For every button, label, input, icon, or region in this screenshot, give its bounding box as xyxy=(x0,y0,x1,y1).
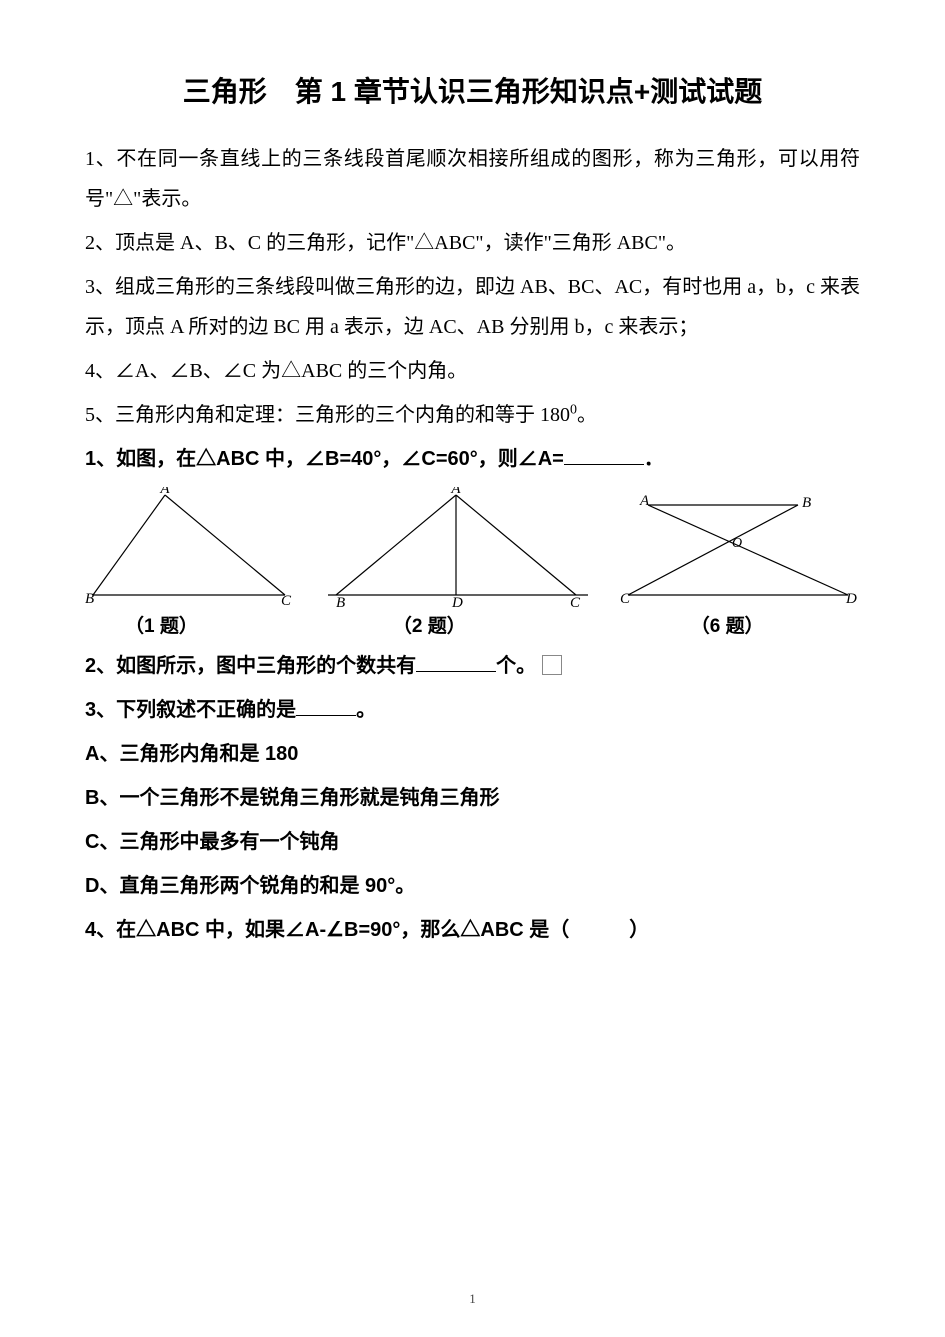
caption-6: （6 题） xyxy=(691,611,764,638)
svg-text:C: C xyxy=(620,591,631,607)
svg-text:O: O xyxy=(732,536,742,551)
question-2-suffix: 个。 xyxy=(496,655,536,677)
question-3-suffix: 。 xyxy=(356,699,376,721)
figure-6-crossed: A B C D O xyxy=(620,495,860,607)
knowledge-5-prefix: 5、三角形内角和定理：三角形的三个内角的和等于 180 xyxy=(85,404,570,426)
caption-2: （2 题） xyxy=(393,611,466,638)
svg-text:C: C xyxy=(281,593,292,607)
knowledge-3: 3、组成三角形的三条线段叫做三角形的边，即边 AB、BC、AC，有时也用 a，b… xyxy=(85,267,860,347)
knowledge-5-suffix: 。 xyxy=(577,404,597,426)
figure-captions: （1 题） （2 题） （6 题） xyxy=(85,611,860,638)
question-1-suffix: ． xyxy=(644,448,664,470)
blank-q1 xyxy=(564,445,644,465)
question-3: 3、下列叙述不正确的是 。 xyxy=(85,690,860,730)
knowledge-2: 2、顶点是 A、B、C 的三角形，记作"△ABC"，读作"三角形 ABC"。 xyxy=(85,223,860,263)
svg-text:A: A xyxy=(450,487,461,497)
svg-text:A: A xyxy=(639,495,650,509)
page-title: 三角形 第 1 章节认识三角形知识点+测试试题 xyxy=(85,70,860,115)
svg-text:B: B xyxy=(336,595,345,607)
small-box-icon xyxy=(542,655,562,675)
svg-text:D: D xyxy=(845,591,857,607)
blank-q3 xyxy=(296,696,356,716)
degree-symbol: 0 xyxy=(570,402,577,417)
svg-text:D: D xyxy=(451,595,463,607)
q3-option-d: D、直角三角形两个锐角的和是 90°。 xyxy=(85,866,860,906)
question-2: 2、如图所示，图中三角形的个数共有 个。 xyxy=(85,646,860,686)
blank-q2 xyxy=(416,652,496,672)
knowledge-4: 4、∠A、∠B、∠C 为△ABC 的三个内角。 xyxy=(85,351,860,391)
svg-text:B: B xyxy=(85,591,94,607)
svg-text:C: C xyxy=(570,595,581,607)
knowledge-1: 1、不在同一条直线上的三条线段首尾顺次相接所组成的图形，称为三角形，可以用符号"… xyxy=(85,139,860,219)
question-4: 4、在△ABC 中，如果∠A-∠B=90°，那么△ABC 是（ ） xyxy=(85,910,860,950)
question-1: 1、如图，在△ABC 中，∠B=40°，∠C=60°，则∠A= ． xyxy=(85,439,860,479)
question-1-prefix: 1、如图，在△ABC 中，∠B=40°，∠C=60°，则∠A= xyxy=(85,448,564,470)
knowledge-5: 5、三角形内角和定理：三角形的三个内角的和等于 1800。 xyxy=(85,395,860,435)
question-3-prefix: 3、下列叙述不正确的是 xyxy=(85,699,296,721)
page-number: 1 xyxy=(0,1291,945,1307)
figure-row: A B C A B D C A B C D O xyxy=(85,487,860,607)
q3-option-a: A、三角形内角和是 180 xyxy=(85,734,860,774)
q3-option-b: B、一个三角形不是锐角三角形就是钝角三角形 xyxy=(85,778,860,818)
figure-2-triangle: A B D C xyxy=(328,487,588,607)
svg-text:A: A xyxy=(159,487,170,497)
caption-1: （1 题） xyxy=(125,611,198,638)
figure-1-triangle: A B C xyxy=(85,487,295,607)
svg-text:B: B xyxy=(802,495,811,511)
question-2-prefix: 2、如图所示，图中三角形的个数共有 xyxy=(85,655,416,677)
q3-option-c: C、三角形中最多有一个钝角 xyxy=(85,822,860,862)
